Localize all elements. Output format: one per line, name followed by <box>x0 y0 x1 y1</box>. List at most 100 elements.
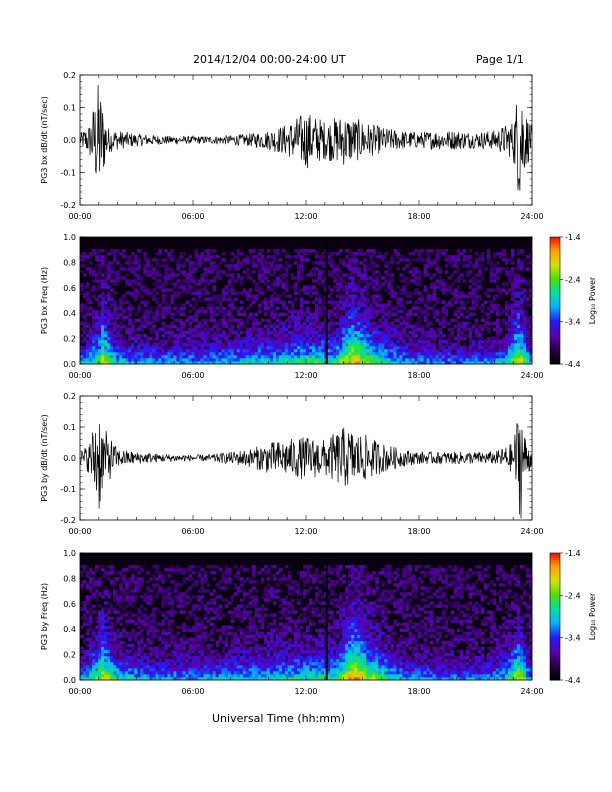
spectrogram-cell <box>185 342 189 347</box>
spectrogram-cell <box>348 288 352 292</box>
spectrogram-cell <box>498 291 503 295</box>
spectrogram-cell <box>149 291 153 295</box>
spectrogram-cell <box>287 333 292 338</box>
spectrogram-cell <box>351 288 355 292</box>
spectrogram-cell <box>86 598 90 602</box>
spectrogram-cell <box>327 342 331 347</box>
spectrogram-cell <box>176 670 180 675</box>
spectrogram-cell <box>110 361 114 365</box>
spectrogram-cell <box>348 315 352 319</box>
spectrogram-cell <box>444 361 448 365</box>
spectrogram-cell <box>357 345 361 350</box>
spectrogram-cell <box>251 255 256 259</box>
spectrogram-cell <box>125 267 129 271</box>
spectrogram-cell <box>167 661 171 666</box>
spectrogram-cell <box>269 315 274 319</box>
spectrogram-cell <box>303 351 307 356</box>
spectrogram-cell <box>402 361 406 365</box>
spectrogram-cell <box>303 285 307 289</box>
spectrogram-cell <box>266 321 271 326</box>
spectrogram-cell <box>318 354 322 359</box>
spectrogram-cell <box>167 351 171 356</box>
spectrogram-cell <box>402 279 406 283</box>
x-tick-label: 06:00 <box>181 212 204 221</box>
spectrogram-cell <box>101 625 105 629</box>
spectrogram-cell <box>146 652 150 657</box>
spectrogram-cell <box>486 348 491 353</box>
spectrogram-cell <box>523 291 527 295</box>
spectrogram-cell <box>339 345 343 350</box>
spectrogram-cell <box>342 258 346 262</box>
spectrogram-cell <box>417 282 421 286</box>
spectrogram-cell <box>396 261 400 265</box>
spectrogram-cell <box>170 607 174 611</box>
spectrogram-cell <box>462 255 467 259</box>
spectrogram-cell <box>492 264 497 268</box>
spectrogram-cell <box>134 661 138 666</box>
spectrogram-cell <box>173 312 177 316</box>
spectrogram-cell <box>161 345 165 350</box>
spectrogram-cell <box>474 345 479 350</box>
spectrogram-cell <box>471 294 476 298</box>
spectrogram-cell <box>453 358 458 362</box>
spectrogram-cell <box>86 255 90 259</box>
spectrogram-cell <box>354 342 358 347</box>
spectrogram-cell <box>519 291 524 295</box>
spectrogram-cell <box>164 324 168 329</box>
spectrogram-cell <box>173 583 177 587</box>
spectrogram-cell <box>486 252 491 256</box>
spectrogram-cell <box>257 279 262 283</box>
spectrogram-cell <box>119 655 123 660</box>
spectrogram-cell <box>104 586 108 590</box>
spectrogram-cell <box>402 285 406 289</box>
spectrogram-cell <box>312 291 316 295</box>
spectrogram-cell <box>200 252 204 256</box>
spectrogram-cell <box>164 640 168 645</box>
spectrogram-cell <box>408 312 412 316</box>
spectrogram-cell <box>203 258 207 262</box>
spectrogram-cell <box>387 351 391 356</box>
spectrogram-cell <box>137 571 141 575</box>
spectrogram-cell <box>375 351 379 356</box>
spectrogram-cell <box>89 595 93 599</box>
spectrogram-cell <box>113 358 117 362</box>
spectrogram-cell <box>348 318 352 322</box>
spectrogram-cell <box>137 586 141 590</box>
spectrogram-cell <box>417 358 421 362</box>
spectrogram-cell <box>405 354 409 359</box>
spectrogram-cell <box>266 330 271 335</box>
spectrogram-cell <box>284 270 289 274</box>
spectrogram-cell <box>86 351 90 356</box>
spectrogram-cell <box>161 655 165 660</box>
spectrogram-cell <box>405 321 409 326</box>
spectrogram-cell <box>357 315 361 319</box>
spectrogram-cell <box>161 288 165 292</box>
spectrogram-cell <box>146 640 150 645</box>
spectrogram-cell <box>206 324 210 329</box>
spectrogram-cell <box>378 273 382 277</box>
spectrogram-cell <box>513 282 518 286</box>
spectrogram-cell <box>80 270 84 274</box>
spectrogram-cell <box>176 294 180 298</box>
spectrogram-cell <box>281 276 286 280</box>
spectrogram-cell <box>510 339 515 344</box>
colorbar-swatch <box>550 262 560 265</box>
spectrogram-cell <box>164 342 168 347</box>
spectrogram-cell <box>275 300 280 304</box>
spectrogram-cell <box>513 318 518 322</box>
spectrogram-cell <box>236 252 241 256</box>
spectrogram-cell <box>287 342 292 347</box>
spectrogram-cell <box>477 358 482 362</box>
spectrogram-cell <box>390 309 394 313</box>
spectrogram-cell <box>363 333 367 338</box>
spectrogram-cell <box>266 342 271 347</box>
spectrogram-cell <box>152 586 156 590</box>
spectrogram-cell <box>523 288 527 292</box>
spectrogram-cell <box>510 345 515 350</box>
spectrogram-cell <box>447 327 451 332</box>
spectrogram-cell <box>113 658 117 663</box>
spectrogram-cell <box>143 291 147 295</box>
spectrogram-cell <box>260 279 265 283</box>
x-tick-label: 06:00 <box>181 527 204 536</box>
spectrogram-cell <box>146 634 150 638</box>
